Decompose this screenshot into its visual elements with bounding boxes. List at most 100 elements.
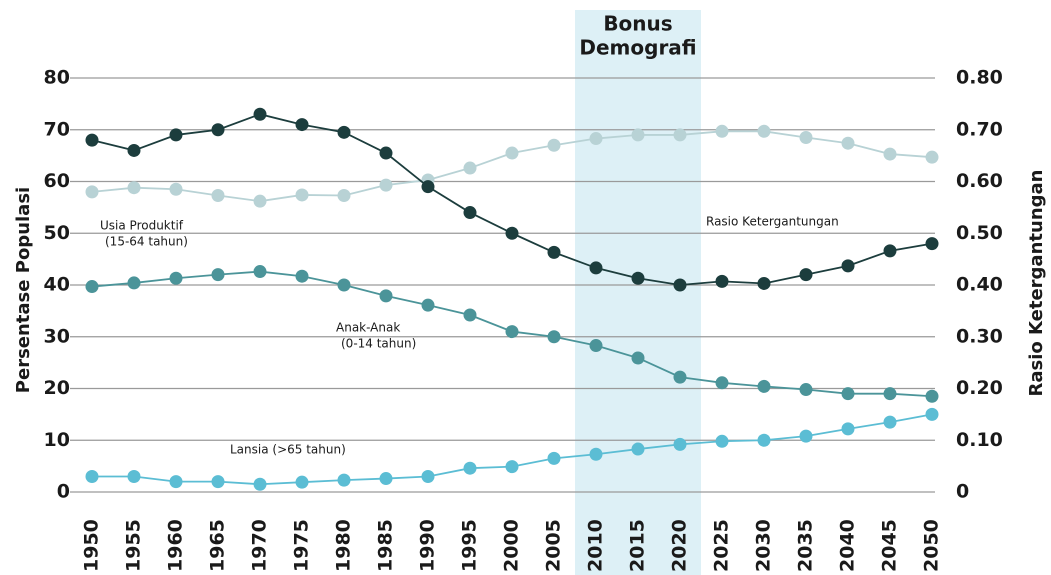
y2-tick-label: 0.60	[956, 170, 1003, 192]
x-tick-label: 1970	[249, 519, 271, 572]
point	[547, 451, 561, 465]
point	[211, 188, 225, 202]
point	[253, 107, 267, 121]
y2-tick-label: 0.30	[956, 325, 1003, 347]
point	[337, 278, 351, 292]
x-tick-label: 1980	[333, 519, 355, 572]
point	[85, 469, 99, 483]
annotation: Usia Produktif	[100, 219, 184, 233]
y2-tick-label: 0.50	[956, 222, 1003, 244]
point	[169, 182, 183, 196]
point	[295, 269, 309, 283]
y-tick-label: 80	[44, 67, 70, 89]
point	[169, 128, 183, 142]
point	[211, 268, 225, 282]
series-line	[92, 413, 933, 486]
point	[799, 131, 813, 145]
y-tick-label: 0	[57, 481, 70, 503]
point	[841, 422, 855, 436]
x-tick-label: 2045	[879, 519, 901, 572]
y-tick-label: 70	[44, 118, 70, 140]
point	[85, 133, 99, 147]
point	[589, 261, 603, 275]
point	[421, 180, 435, 194]
x-tick-label: 1995	[459, 519, 481, 572]
x-tick-label: 2005	[543, 519, 565, 572]
annotation: (0-14 tahun)	[341, 337, 416, 351]
y-axis-label: Persentase Populasi	[13, 187, 34, 393]
point	[505, 226, 519, 240]
point	[715, 434, 729, 448]
point	[631, 128, 645, 142]
point	[799, 383, 813, 397]
point	[799, 268, 813, 282]
x-tick-label: 2025	[711, 519, 733, 572]
point	[127, 469, 141, 483]
point	[883, 147, 897, 161]
point	[925, 407, 939, 421]
point	[631, 442, 645, 456]
y2-tick-label: 0.80	[956, 67, 1003, 89]
point	[379, 178, 393, 192]
x-tick-label: 2050	[921, 519, 943, 572]
point	[757, 276, 771, 290]
point	[631, 271, 645, 285]
highlight-label: Demografi	[579, 36, 696, 60]
point	[463, 461, 477, 475]
point	[337, 125, 351, 139]
point	[757, 433, 771, 447]
annotation: Lansia (>65 tahun)	[230, 443, 346, 457]
x-tick-label: 2040	[837, 519, 859, 572]
annotation: Anak-Anak	[336, 321, 400, 335]
x-tick-label: 2035	[795, 519, 817, 572]
y2-tick-label: 0.40	[956, 274, 1003, 296]
y2-tick-label: 0.70	[956, 118, 1003, 140]
point	[85, 280, 99, 294]
point	[421, 298, 435, 312]
point	[337, 473, 351, 487]
point	[673, 278, 687, 292]
point	[379, 472, 393, 486]
x-tick-label: 1985	[375, 519, 397, 572]
point	[253, 265, 267, 279]
y-tick-label: 10	[44, 429, 70, 451]
point	[715, 124, 729, 138]
y2-tick-label: 0.10	[956, 429, 1003, 451]
point	[463, 161, 477, 175]
point	[673, 370, 687, 384]
point	[505, 146, 519, 160]
point	[253, 194, 267, 208]
point	[631, 351, 645, 365]
point	[589, 132, 603, 146]
point	[715, 376, 729, 390]
x-tick-label: 2015	[627, 519, 649, 572]
point	[547, 138, 561, 152]
annotation: (15-64 tahun)	[105, 235, 188, 249]
point	[463, 308, 477, 322]
annotation: Rasio Ketergantungan	[706, 215, 839, 229]
point	[841, 259, 855, 273]
point	[925, 389, 939, 403]
x-tick-label: 2020	[669, 519, 691, 572]
point	[295, 475, 309, 489]
point	[421, 469, 435, 483]
point	[211, 475, 225, 489]
point	[673, 437, 687, 451]
x-tick-label: 2000	[501, 519, 523, 572]
x-tick-label: 1950	[81, 519, 103, 572]
y-tick-label: 20	[44, 377, 70, 399]
point	[127, 276, 141, 290]
point	[715, 274, 729, 288]
y-tick-label: 60	[44, 170, 70, 192]
point	[589, 447, 603, 461]
point	[85, 185, 99, 199]
point	[295, 188, 309, 202]
highlight-band	[575, 10, 701, 575]
point	[379, 289, 393, 303]
point	[463, 206, 477, 220]
y-tick-label: 40	[44, 274, 70, 296]
point	[505, 460, 519, 474]
point	[799, 429, 813, 443]
x-tick-label: 2010	[585, 519, 607, 572]
